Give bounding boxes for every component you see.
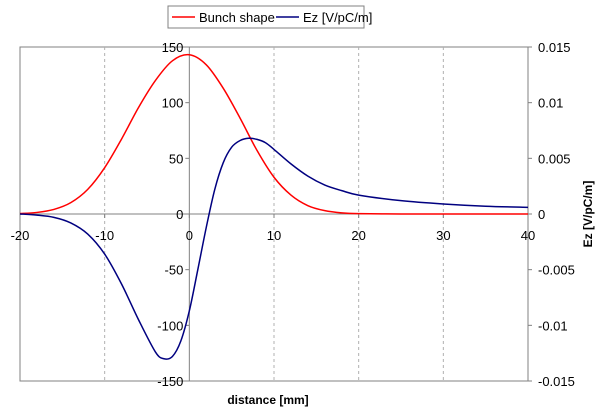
y-tick-label-2: 50 <box>169 151 183 166</box>
x-axis-title: distance [mm] <box>227 393 308 407</box>
series-lines <box>19 53 529 360</box>
y2-tick-label-4: -0.005 <box>538 263 575 278</box>
y2-tick-label-2: 0.005 <box>538 151 571 166</box>
legend: Bunch shape Ez [V/pC/m] <box>167 5 372 29</box>
x-tick-label-2: 0 <box>186 228 193 243</box>
legend-label-ez: Ez [V/pC/m] <box>303 10 372 25</box>
x-tick-label-6: 40 <box>521 228 535 243</box>
y2-axis-title: Ez [V/pC/m] <box>581 181 595 248</box>
y2-tick-label-6: -0.015 <box>538 374 575 389</box>
y2-tick-label-5: -0.01 <box>538 318 568 333</box>
tick-labels: -20 -10 0 10 20 30 40150100500-50-100-1500.015… <box>11 40 575 389</box>
series-line-ez <box>19 137 529 360</box>
y-tick-label-1: 100 <box>162 96 184 111</box>
y-tick-label-0: 150 <box>162 40 184 55</box>
y2-tick-label-3: 0 <box>538 207 545 222</box>
series-line-bunch-shape <box>19 53 528 215</box>
x-tick-label-5: 30 <box>436 228 450 243</box>
x-tick-label-0: -20 <box>11 228 30 243</box>
y-tick-label-4: -50 <box>165 263 184 278</box>
y-tick-label-3: 0 <box>176 207 183 222</box>
x-tick-label-3: 10 <box>267 228 281 243</box>
gridlines <box>104 47 444 381</box>
y2-tick-label-1: 0.01 <box>538 96 563 111</box>
y-tick-label-6: -150 <box>157 374 183 389</box>
x-tick-label-4: 20 <box>351 228 365 243</box>
legend-box <box>167 5 365 29</box>
legend-label-bunch: Bunch shape <box>199 10 275 25</box>
y-tick-label-5: -100 <box>157 318 183 333</box>
y2-tick-label-0: 0.015 <box>538 40 571 55</box>
x-tick-label-1: -10 <box>95 228 114 243</box>
